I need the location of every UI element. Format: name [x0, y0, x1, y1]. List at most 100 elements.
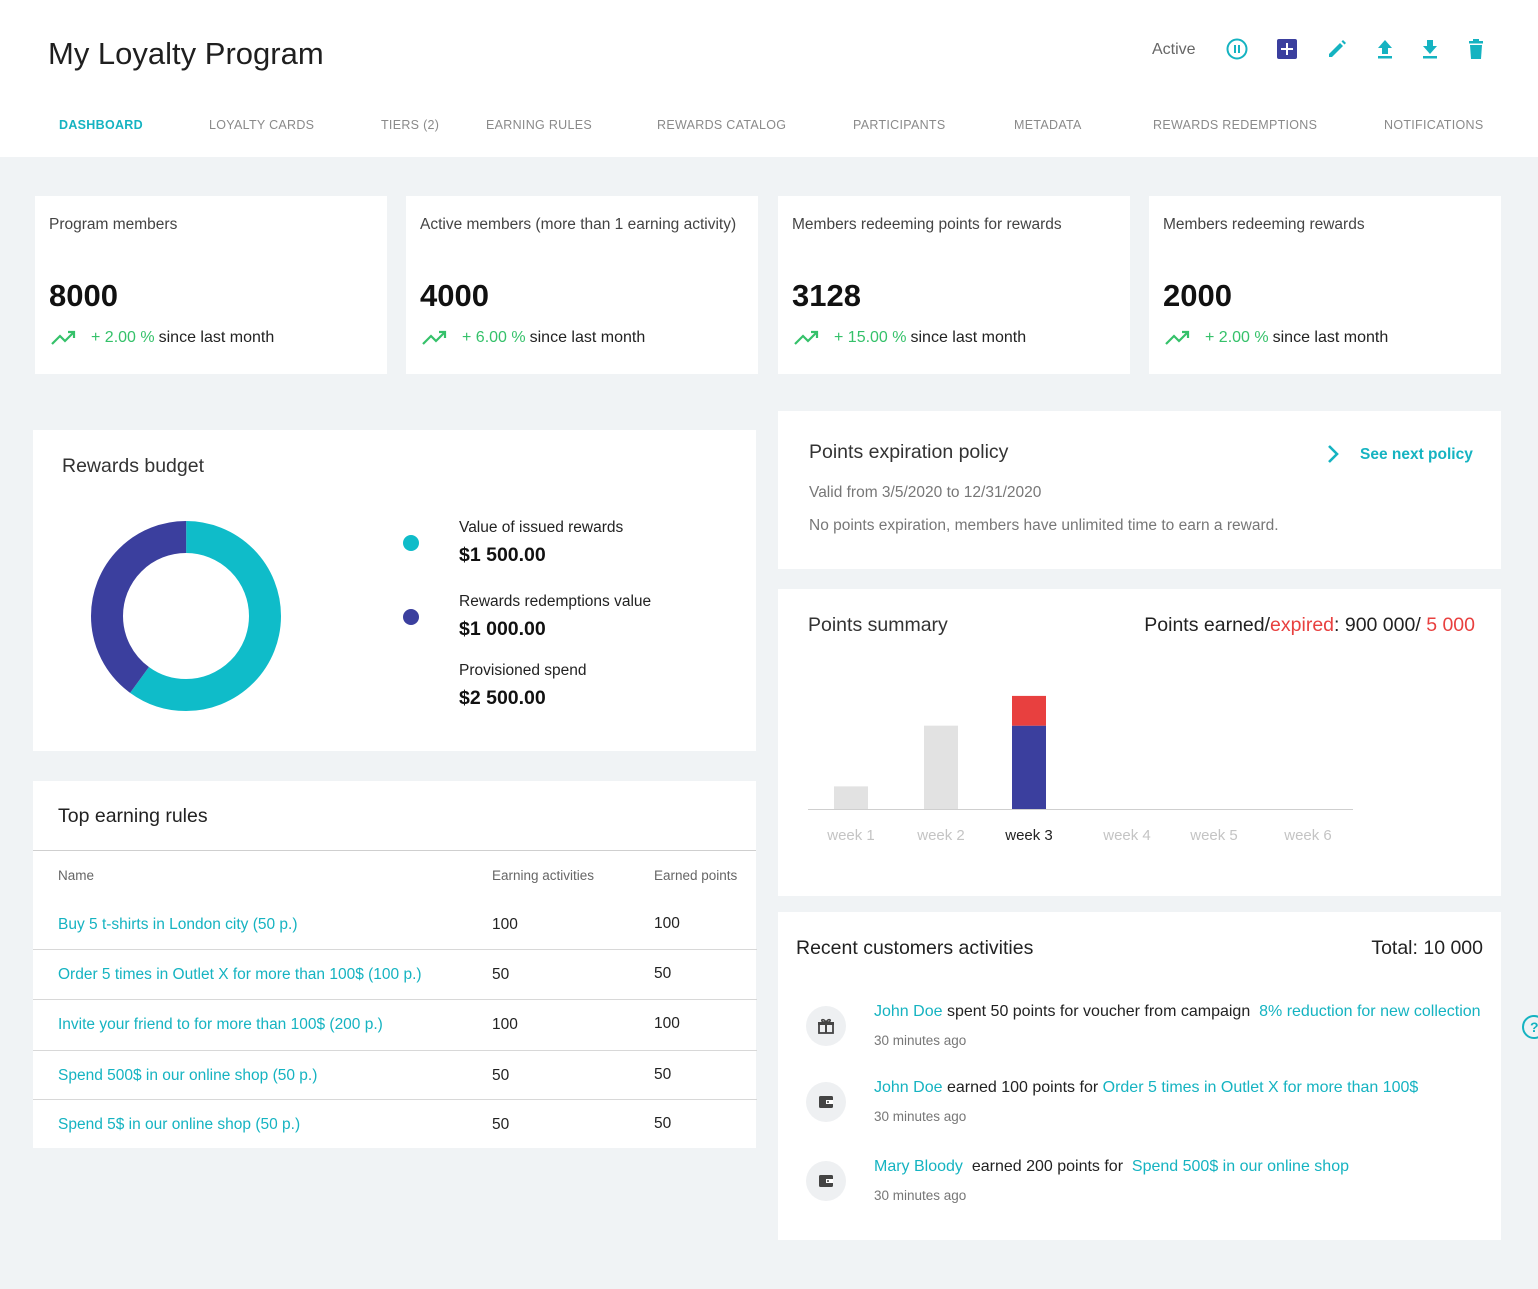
- stat-change: + 6.00 %: [462, 329, 526, 346]
- activity-description: earned 200 points for: [971, 1158, 1124, 1175]
- stat-since: since last month: [158, 329, 275, 346]
- stat-change: + 15.00 %: [834, 329, 907, 346]
- rule-points: 50: [654, 965, 672, 982]
- expiration-policy-card: Points expiration policy See next policy…: [778, 411, 1501, 569]
- points-summary-mid: : 900 000/: [1334, 614, 1427, 636]
- stat-card-active-members: Active members (more than 1 earning acti…: [406, 196, 758, 374]
- policy-valid-dates: Valid from 3/5/2020 to 12/31/2020: [809, 484, 1042, 501]
- legend-dot-redemptions: [403, 609, 419, 625]
- rule-points: 50: [654, 1115, 672, 1132]
- add-icon[interactable]: [1274, 36, 1300, 62]
- see-next-policy-link[interactable]: See next policy: [1360, 446, 1473, 463]
- tab-metadata[interactable]: METADATA: [1014, 118, 1082, 132]
- trending-up-icon: [794, 330, 819, 345]
- stat-since: since last month: [529, 329, 646, 346]
- stat-value: 4000: [420, 278, 489, 313]
- stat-value: 2000: [1163, 278, 1232, 313]
- edit-icon[interactable]: [1324, 36, 1350, 62]
- activity-user-link[interactable]: John Doe: [874, 1003, 943, 1020]
- top-earning-rules-title: Top earning rules: [58, 805, 208, 827]
- tab-loyalty-cards[interactable]: LOYALTY CARDS: [209, 118, 315, 132]
- delete-icon[interactable]: [1463, 36, 1489, 62]
- tab-rewards-catalog[interactable]: REWARDS CATALOG: [657, 118, 787, 132]
- activity-text: Mary Bloody earned 200 points for Spend …: [874, 1158, 1349, 1176]
- activity-time: 30 minutes ago: [874, 1188, 967, 1203]
- legend-label-issued: Value of issued rewards: [459, 519, 624, 536]
- rule-name-link[interactable]: Spend 500$ in our online shop (50 p.): [58, 1067, 318, 1084]
- recent-activities-title: Recent customers activities: [796, 937, 1034, 959]
- help-icon[interactable]: ?: [1521, 1014, 1538, 1040]
- activity-user-link[interactable]: Mary Bloody: [874, 1158, 963, 1175]
- chevron-right-icon[interactable]: [1326, 443, 1340, 465]
- legend-label-redemptions: Rewards redemptions value: [459, 593, 652, 610]
- stat-since: since last month: [910, 329, 1027, 346]
- stat-label: Active members (more than 1 earning acti…: [420, 216, 737, 233]
- rule-points: 100: [654, 1015, 680, 1032]
- activity-target-link[interactable]: Spend 500$ in our online shop: [1131, 1158, 1349, 1175]
- stat-change: + 2.00 %: [91, 329, 155, 346]
- donut-segment-issued: [91, 521, 281, 711]
- status-label: Active: [1152, 41, 1196, 58]
- activity-target-link[interactable]: 8% reduction for new collection: [1259, 1003, 1481, 1020]
- legend-value-issued: $1 500.00: [459, 544, 546, 566]
- download-icon[interactable]: [1417, 36, 1443, 62]
- donut-segment-redemptions: [91, 521, 281, 711]
- tab-tiers[interactable]: TIERS (2): [381, 118, 440, 132]
- activity-text: John Doe spent 50 points for voucher fro…: [874, 1003, 1481, 1021]
- stat-trend: + 15.00 % since last month: [794, 329, 1026, 347]
- policy-description: No points expiration, members have unlim…: [809, 517, 1279, 534]
- stat-label: Members redeeming points for rewards: [792, 216, 1062, 233]
- tick-label-week-3: week 3: [1005, 827, 1053, 844]
- gift-icon: [806, 1006, 846, 1046]
- table-row[interactable]: Order 5 times in Outlet X for more than …: [33, 949, 757, 999]
- rewards-budget-card: Rewards budget Value of issued rewards $…: [33, 430, 756, 751]
- bar-past-week-2: [924, 725, 958, 809]
- stat-value: 8000: [49, 278, 118, 313]
- stat-trend: + 2.00 % since last month: [1165, 329, 1388, 347]
- table-row[interactable]: Spend 5$ in our online shop (50 p.) 50 5…: [33, 1099, 757, 1149]
- tab-rewards-redemptions[interactable]: REWARDS REDEMPTIONS: [1153, 118, 1318, 132]
- activity-target-link[interactable]: Order 5 times in Outlet X for more than …: [1102, 1079, 1419, 1096]
- rewards-budget-title: Rewards budget: [62, 455, 205, 477]
- stat-card-program-members: Program members 8000 + 2.00 % since last…: [35, 196, 387, 374]
- trending-up-icon: [51, 330, 76, 345]
- bar-earned-week-3: [1012, 725, 1046, 809]
- rule-name-link[interactable]: Buy 5 t-shirts in London city (50 p.): [58, 916, 298, 933]
- stat-trend: + 2.00 % since last month: [51, 329, 274, 347]
- rule-points: 100: [654, 915, 680, 932]
- stat-change: + 2.00 %: [1205, 329, 1269, 346]
- tab-notifications[interactable]: NOTIFICATIONS: [1384, 118, 1484, 132]
- tab-earning-rules[interactable]: EARNING RULES: [486, 118, 593, 132]
- points-summary-totals: Points earned/expired: 900 000/ 5 000: [1144, 614, 1475, 637]
- page-title: My Loyalty Program: [48, 36, 324, 71]
- pause-icon[interactable]: [1224, 36, 1250, 62]
- points-expired-value: 5 000: [1426, 614, 1475, 636]
- rule-activities: 50: [492, 1067, 510, 1084]
- upload-icon[interactable]: [1372, 36, 1398, 62]
- rule-name-link[interactable]: Order 5 times in Outlet X for more than …: [58, 966, 422, 983]
- stat-label: Program members: [49, 216, 178, 233]
- bar-expired-week-3: [1012, 695, 1046, 726]
- column-header-activities: Earning activities: [492, 868, 595, 883]
- table-row[interactable]: Buy 5 t-shirts in London city (50 p.) 10…: [33, 900, 757, 950]
- trending-up-icon: [1165, 330, 1190, 345]
- points-expired-word: expired: [1270, 614, 1335, 636]
- divider: [33, 850, 756, 851]
- wallet-icon: [806, 1082, 846, 1122]
- table-row[interactable]: Invite your friend to for more than 100$…: [33, 999, 757, 1049]
- activity-time: 30 minutes ago: [874, 1033, 967, 1048]
- table-row[interactable]: Spend 500$ in our online shop (50 p.) 50…: [33, 1050, 757, 1100]
- tick-label-week-5: week 5: [1190, 827, 1238, 844]
- activity-user-link[interactable]: John Doe: [874, 1079, 943, 1096]
- points-summary-title: Points summary: [808, 614, 948, 636]
- tab-participants[interactable]: PARTICIPANTS: [853, 118, 946, 132]
- top-earning-rules-card: Top earning rules Name Earning activitie…: [33, 781, 757, 1149]
- rule-activities: 50: [492, 1116, 510, 1133]
- activity-description: earned 100 points for: [946, 1079, 1099, 1096]
- tab-dashboard[interactable]: DASHBOARD: [59, 118, 143, 132]
- rule-name-link[interactable]: Spend 5$ in our online shop (50 p.): [58, 1116, 301, 1133]
- rule-name-link[interactable]: Invite your friend to for more than 100$…: [58, 1016, 383, 1033]
- activities-total: Total: 10 000: [1371, 937, 1483, 959]
- column-header-points: Earned points: [654, 868, 738, 883]
- tab-bar: DASHBOARD LOYALTY CARDS TIERS (2) EARNIN…: [0, 118, 1538, 144]
